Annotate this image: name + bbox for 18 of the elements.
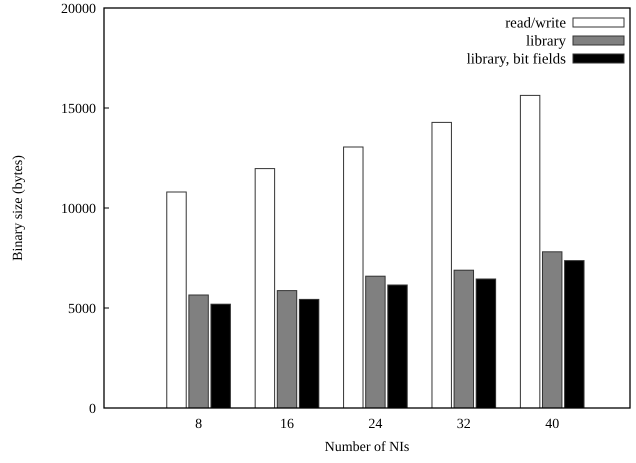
y-tick-label: 0: [89, 402, 96, 417]
x-tick-label: 40: [545, 417, 560, 432]
y-tick-label: 5000: [68, 302, 96, 317]
y-axis-title: Binary size (bytes): [11, 154, 26, 261]
legend-label: read/write: [505, 15, 566, 32]
legend-label: library, bit fields: [466, 51, 566, 68]
x-tick-label: 32: [456, 417, 471, 432]
y-tick-label: 10000: [61, 202, 96, 217]
x-tick-label: 8: [195, 417, 202, 432]
x-axis-title: Number of NIs: [324, 440, 410, 455]
bar: [276, 290, 298, 408]
bar: [254, 168, 276, 408]
legend-label: library: [526, 33, 566, 50]
y-tick-label: 20000: [61, 2, 96, 17]
x-tick-label: 24: [368, 417, 382, 432]
x-tick-label: 16: [280, 417, 294, 432]
bar: [166, 192, 187, 408]
y-tick-label: 15000: [61, 102, 96, 117]
